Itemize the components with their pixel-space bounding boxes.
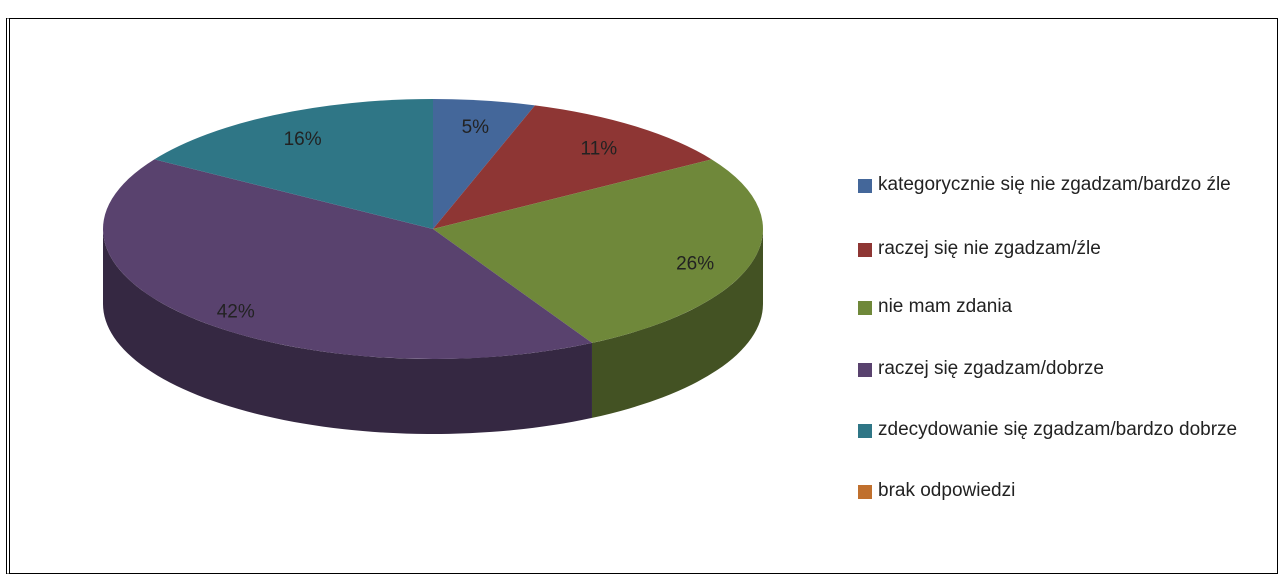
data-label: 42%: [217, 302, 255, 323]
legend-swatch: [858, 424, 872, 438]
slice: [433, 99, 535, 229]
legend-item: kategorycznie się nie zgadzam/bardzo źle: [858, 170, 1258, 198]
legend-label: brak odpowiedzi: [878, 480, 1016, 501]
legend-swatch: [858, 179, 872, 193]
legend-item: nie mam zdania: [858, 292, 1258, 320]
slice: [103, 159, 592, 359]
slice: [433, 105, 712, 229]
data-label: 16%: [284, 129, 322, 150]
legend-label: raczej się nie zgadzam/źle: [878, 238, 1101, 259]
legend-swatch: [858, 485, 872, 499]
data-label: 11%: [581, 139, 618, 160]
legend-swatch: [858, 243, 872, 257]
data-label: 5%: [462, 117, 490, 138]
legend-label: raczej się zgadzam/dobrze: [878, 358, 1104, 379]
legend-label: kategorycznie się nie zgadzam/bardzo źle: [878, 174, 1231, 195]
legend-item: zdecydowanie się zgadzam/bardzo dobrze: [858, 415, 1258, 443]
data-label: 26%: [676, 253, 714, 274]
slice-side: [591, 229, 763, 418]
slice: [433, 159, 763, 343]
slice: [154, 99, 434, 229]
legend-swatch: [858, 363, 872, 377]
legend-swatch: [858, 301, 872, 315]
chart-frame: [6, 18, 1278, 574]
legend-label: zdecydowanie się zgadzam/bardzo dobrze: [878, 419, 1238, 440]
slice-side: [103, 229, 592, 434]
legend-item: raczej się zgadzam/dobrze: [858, 354, 1258, 382]
legend-item: brak odpowiedzi: [858, 476, 1258, 504]
legend-item: raczej się nie zgadzam/źle: [858, 234, 1258, 262]
legend-label: nie mam zdania: [878, 296, 1013, 317]
